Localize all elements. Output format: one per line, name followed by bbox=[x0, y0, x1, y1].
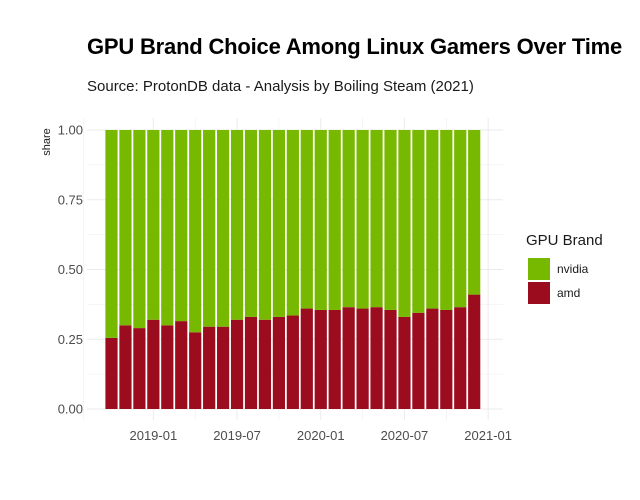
bar-amd-2020-03 bbox=[342, 307, 355, 409]
bar-nvidia-2020-04 bbox=[356, 130, 369, 309]
bar-nvidia-2018-11 bbox=[119, 130, 132, 326]
bar-nvidia-2018-12 bbox=[133, 130, 146, 329]
legend-item-amd: amd bbox=[526, 282, 636, 306]
bar-nvidia-2020-05 bbox=[370, 130, 383, 308]
y-axis-label: share bbox=[41, 128, 53, 156]
bar-amd-2019-02 bbox=[161, 325, 174, 409]
bar-nvidia-2019-10 bbox=[272, 130, 285, 317]
legend-label: nvidia bbox=[557, 262, 589, 276]
legend-swatch bbox=[528, 258, 550, 280]
bar-nvidia-2019-04 bbox=[189, 130, 202, 333]
bar-nvidia-2020-12 bbox=[468, 130, 481, 295]
bar-nvidia-2019-06 bbox=[217, 130, 230, 327]
bar-nvidia-2019-11 bbox=[286, 130, 299, 316]
bar-nvidia-2020-02 bbox=[328, 130, 341, 310]
bar-nvidia-2020-10 bbox=[440, 130, 453, 310]
x-tick-label: 2020-01 bbox=[297, 428, 345, 443]
y-tick-label: 0.00 bbox=[58, 402, 83, 417]
bar-amd-2020-08 bbox=[412, 312, 425, 409]
x-tick-label: 2020-07 bbox=[381, 428, 429, 443]
bar-amd-2019-05 bbox=[203, 326, 216, 409]
bar-nvidia-2020-11 bbox=[454, 130, 467, 308]
chart-title: GPU Brand Choice Among Linux Gamers Over… bbox=[87, 34, 623, 59]
bar-amd-2020-10 bbox=[440, 309, 453, 409]
bar-amd-2019-10 bbox=[272, 316, 285, 409]
bar-amd-2019-09 bbox=[258, 319, 272, 409]
legend-title: GPU Brand bbox=[526, 232, 603, 249]
bar-amd-2019-04 bbox=[189, 332, 202, 409]
bar-amd-2020-02 bbox=[328, 309, 341, 409]
bar-amd-2020-12 bbox=[468, 294, 481, 409]
bar-amd-2020-09 bbox=[426, 308, 439, 409]
y-tick-label: 0.75 bbox=[58, 192, 83, 207]
y-axis-ticks: 0.00 0.25 0.50 0.75 1.00 bbox=[58, 123, 83, 417]
bar-nvidia-2019-03 bbox=[175, 130, 188, 322]
legend-label: amd bbox=[557, 286, 581, 300]
bar-amd-2018-10 bbox=[105, 337, 118, 409]
bar-amd-2019-01 bbox=[147, 319, 160, 409]
bar-amd-2018-12 bbox=[133, 328, 146, 409]
bar-nvidia-2019-07 bbox=[230, 130, 244, 320]
bar-nvidia-2020-07 bbox=[398, 130, 411, 317]
legend: GPU Brand nvidia amd bbox=[526, 232, 603, 304]
x-tick-label: 2019-01 bbox=[129, 428, 177, 443]
bar-amd-2018-11 bbox=[119, 325, 132, 409]
bar-amd-2020-11 bbox=[454, 307, 467, 409]
legend-swatch bbox=[528, 282, 550, 304]
bar-nvidia-2019-08 bbox=[244, 130, 258, 317]
bar-amd-2020-06 bbox=[384, 309, 397, 409]
bar-amd-2019-11 bbox=[286, 315, 299, 409]
x-tick-label: 2019-07 bbox=[213, 428, 261, 443]
bar-nvidia-2019-09 bbox=[258, 130, 272, 320]
bar-nvidia-2019-01 bbox=[147, 130, 160, 320]
chart-subtitle: Source: ProtonDB data - Analysis by Boil… bbox=[87, 78, 474, 95]
bar-nvidia-2019-12 bbox=[300, 130, 313, 309]
bar-nvidia-2019-02 bbox=[161, 130, 174, 326]
bar-amd-2020-04 bbox=[356, 308, 369, 409]
bar-nvidia-2018-10 bbox=[105, 130, 118, 338]
y-tick-label: 1.00 bbox=[58, 123, 83, 138]
bar-nvidia-2019-05 bbox=[203, 130, 216, 327]
bar-amd-2019-08 bbox=[244, 316, 258, 409]
y-tick-label: 0.50 bbox=[58, 262, 83, 277]
bar-amd-2019-07 bbox=[230, 319, 244, 409]
bar-nvidia-2020-08 bbox=[412, 130, 425, 313]
bar-amd-2019-06 bbox=[217, 326, 230, 409]
bar-amd-2020-07 bbox=[398, 316, 411, 409]
bar-nvidia-2020-03 bbox=[342, 130, 355, 308]
bar-nvidia-2020-09 bbox=[426, 130, 439, 309]
bar-amd-2019-03 bbox=[175, 321, 188, 409]
bar-amd-2020-01 bbox=[314, 309, 327, 409]
legend-item-nvidia: nvidia bbox=[526, 258, 636, 282]
x-tick-label: 2021-01 bbox=[464, 428, 512, 443]
y-tick-label: 0.25 bbox=[58, 332, 83, 347]
bar-layer bbox=[105, 130, 481, 409]
x-axis-ticks: 2019-01 2019-07 2020-01 2020-07 2021-01 bbox=[129, 428, 512, 443]
bar-nvidia-2020-01 bbox=[314, 130, 327, 310]
bar-amd-2019-12 bbox=[300, 308, 313, 409]
bar-amd-2020-05 bbox=[370, 307, 383, 409]
bar-nvidia-2020-06 bbox=[384, 130, 397, 310]
